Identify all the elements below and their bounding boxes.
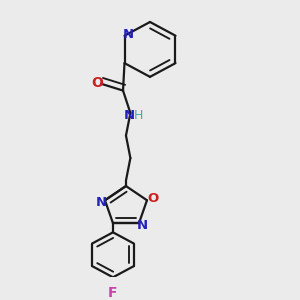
Text: O: O: [91, 76, 103, 90]
Text: O: O: [148, 192, 159, 205]
Text: H: H: [134, 109, 143, 122]
Text: F: F: [108, 286, 118, 300]
Text: N: N: [123, 109, 134, 122]
Text: N: N: [137, 219, 148, 232]
Text: N: N: [123, 28, 134, 41]
Text: N: N: [96, 196, 107, 209]
